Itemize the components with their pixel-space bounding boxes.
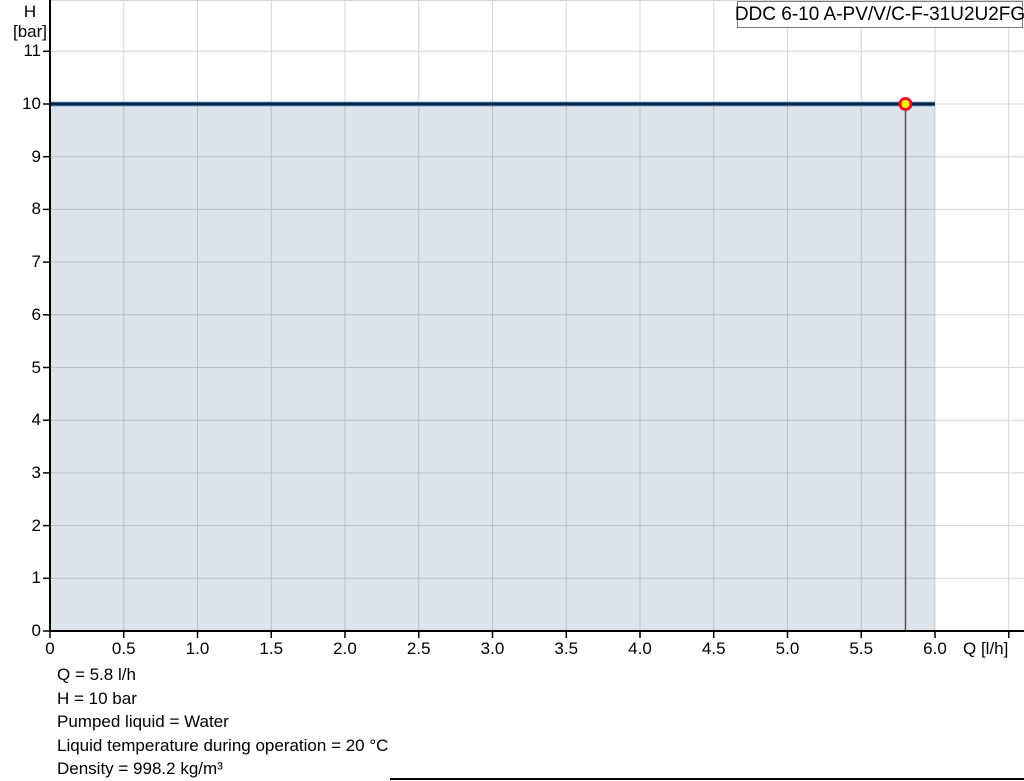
x-tick-label: 2.0 — [333, 639, 357, 658]
x-tick-label: 0 — [45, 639, 55, 658]
duty-point-marker — [898, 97, 913, 111]
curve-fill-area — [50, 104, 935, 631]
pump-model-label: DDC 6-10 A-PV/V/C-F-31U2U2FG — [734, 3, 1024, 25]
x-tick-label: 0.5 — [111, 639, 136, 658]
x-tick-label: 4.0 — [628, 639, 652, 658]
y-tick-label: 10 — [22, 94, 41, 113]
y-axis-title: H [bar] — [8, 2, 52, 42]
x-tick-label: 5.5 — [849, 639, 874, 658]
bottom-divider — [390, 778, 1024, 780]
y-axis-title-quantity: H — [23, 2, 37, 21]
duty-info-line: H = 10 bar — [57, 688, 137, 708]
pump-model-title-box: DDC 6-10 A-PV/V/C-F-31U2U2FG — [734, 1, 1024, 28]
y-tick-label: 3 — [31, 462, 41, 482]
duty-info-line: Pumped liquid = Water — [57, 712, 229, 731]
x-tick-label: 2.5 — [406, 639, 431, 658]
x-tick-label: 3.5 — [554, 639, 579, 658]
y-tick-label: 0 — [31, 621, 41, 640]
x-tick-label: 5.0 — [775, 639, 800, 658]
y-tick-label: 11 — [23, 41, 41, 61]
x-tick-label: 3.0 — [480, 639, 505, 658]
y-tick-label: 8 — [31, 199, 41, 219]
y-tick-label: 2 — [31, 515, 41, 535]
x-tick-label: 1.0 — [185, 639, 210, 658]
x-axis-title: Q [l/h] — [963, 639, 1009, 658]
plot-area — [43, 0, 1024, 638]
y-tick-label: 6 — [31, 304, 41, 324]
duty-info-block: Q = 5.8 l/h H = 10 bar Pumped liquid = Wat… — [57, 663, 388, 781]
y-tick-label: 1 — [31, 568, 41, 588]
y-tick-label: 7 — [31, 252, 41, 272]
x-tick-label: 4.5 — [701, 639, 726, 658]
y-tick-label: 5 — [31, 357, 41, 377]
duty-info-line: Q = 5.8 l/h — [57, 665, 136, 684]
y-axis-title-unit: [bar] — [12, 22, 48, 41]
y-tick-label: 9 — [31, 146, 41, 166]
duty-info-line: Liquid temperature during operation = 20… — [57, 735, 389, 755]
duty-info-line: Density = 998.2 kg/m³ — [57, 759, 223, 778]
y-tick-label: 4 — [31, 410, 41, 430]
x-tick-label: 1.5 — [259, 639, 284, 658]
x-tick-label: 6.0 — [923, 639, 947, 658]
